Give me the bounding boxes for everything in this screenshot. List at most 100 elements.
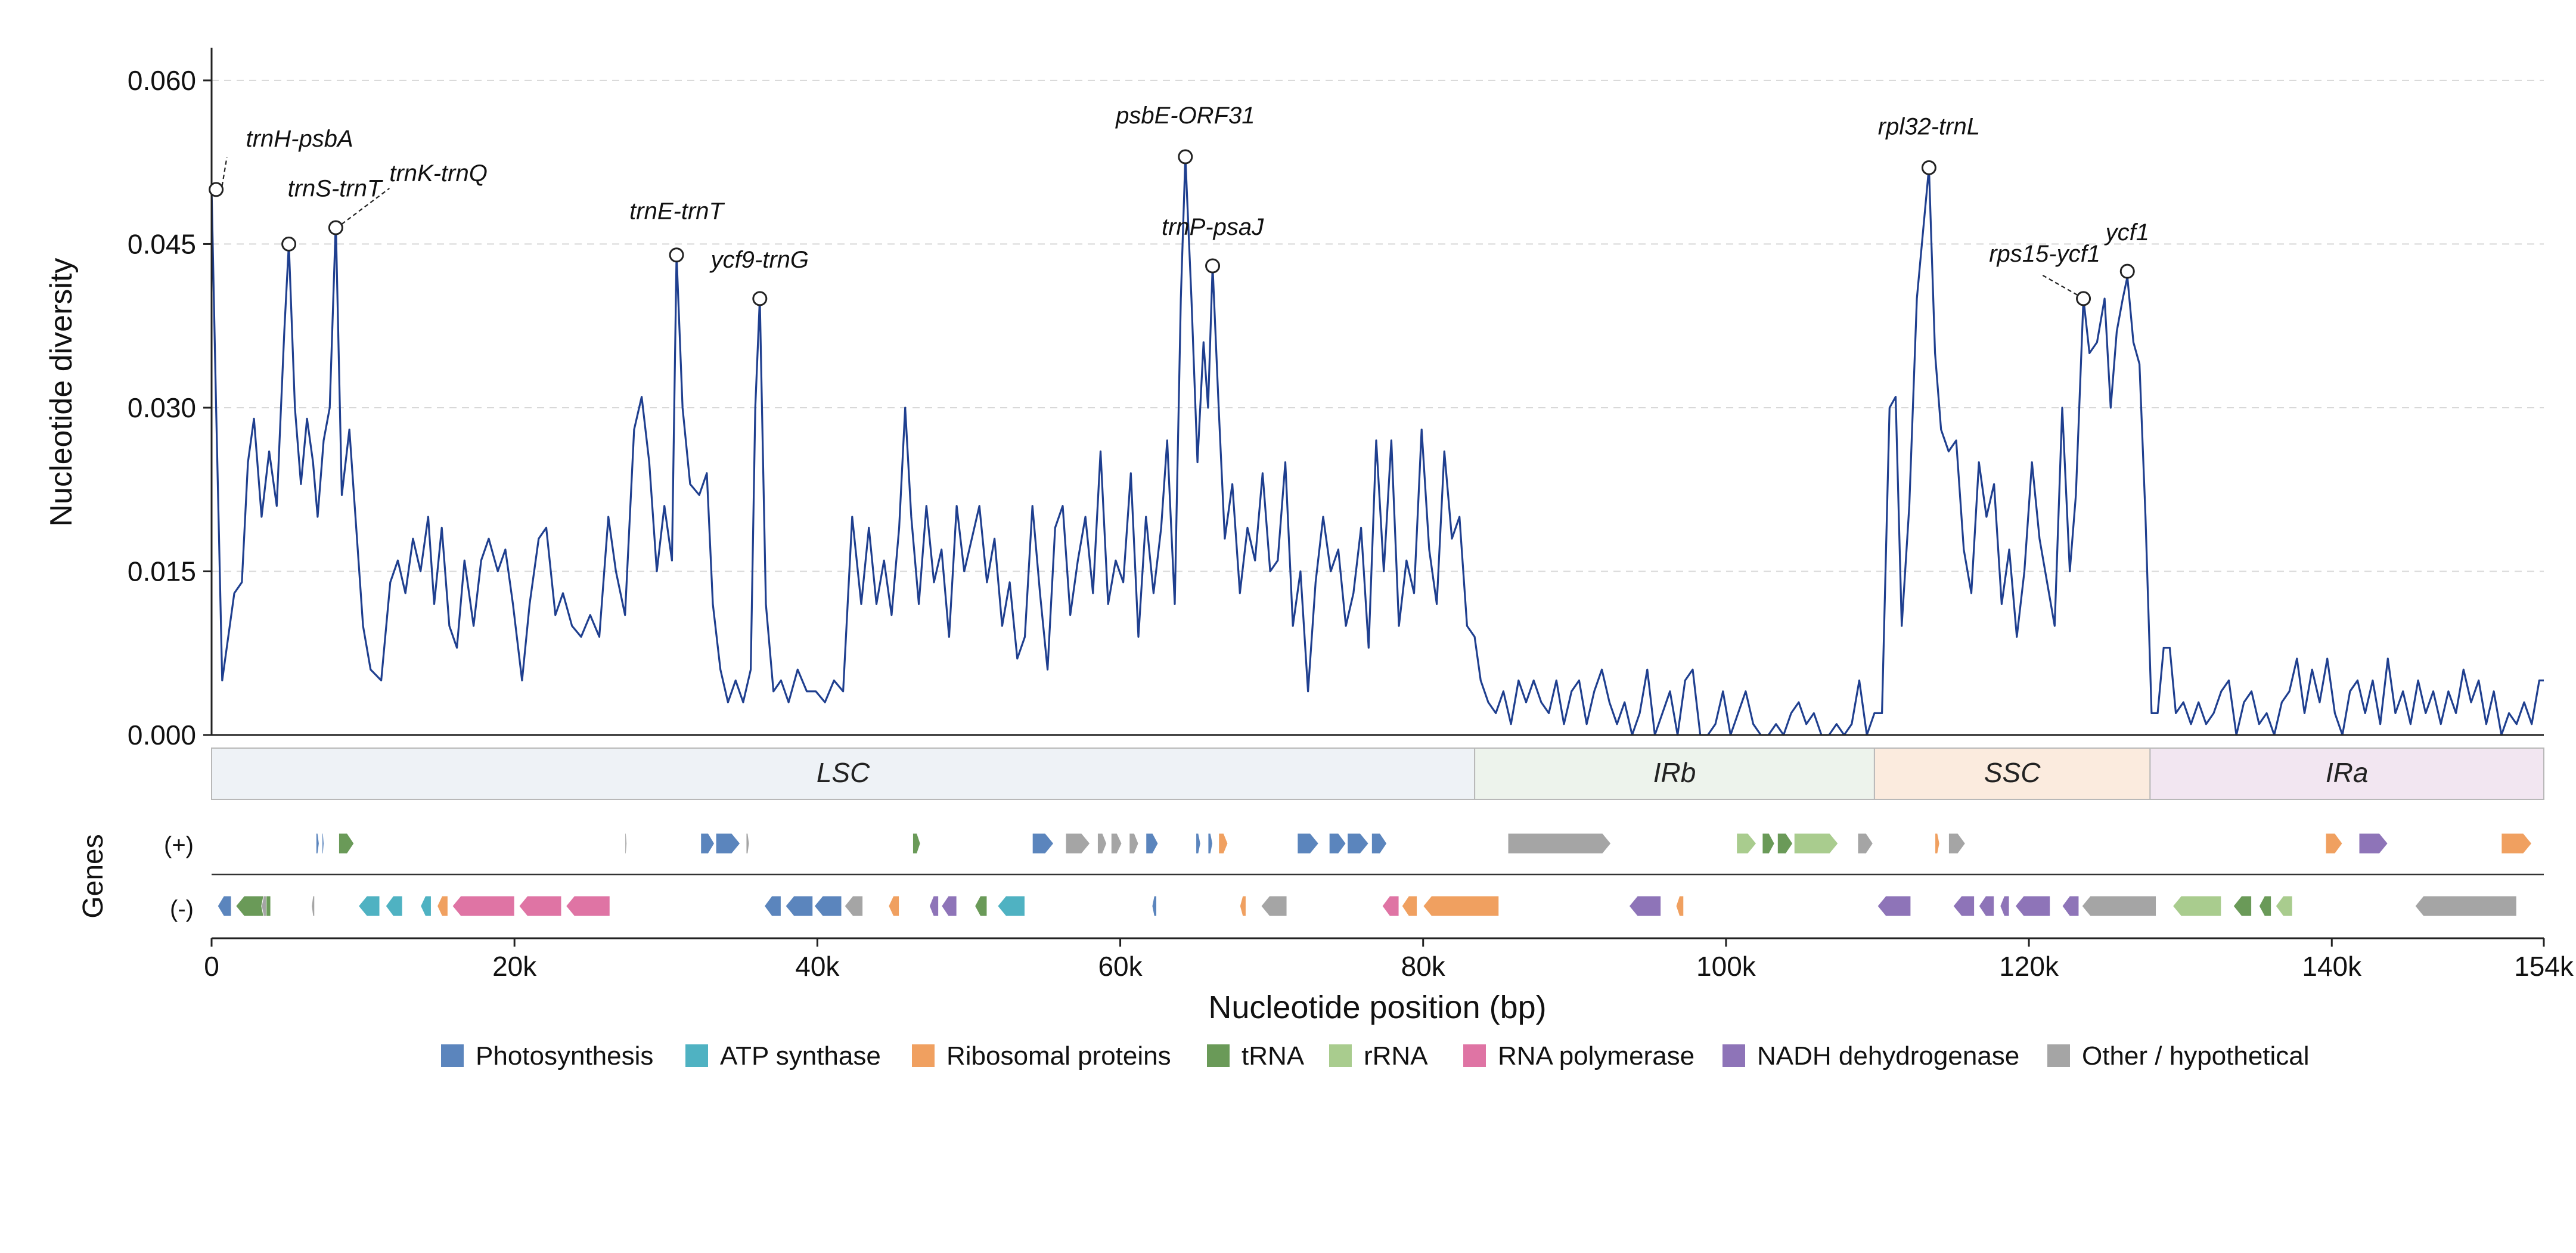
peak-label: psbE-ORF31	[1115, 103, 1255, 129]
gene-arrow	[1065, 833, 1091, 854]
gene-arrow	[1208, 833, 1213, 854]
peak-marker	[281, 236, 297, 252]
x-tick-label: 154k	[2514, 951, 2574, 982]
peak-label: rps15-ycf1	[1989, 241, 2100, 267]
gene-arrow	[519, 895, 562, 917]
gene-arrow	[1297, 833, 1320, 854]
x-tick-label: 40k	[795, 951, 840, 982]
gene-arrow	[1762, 833, 1775, 854]
peak-label: rpl32-trnL	[1878, 113, 1980, 139]
gene-arrow	[700, 833, 715, 854]
peak-leader-line	[221, 157, 228, 187]
gene-arrow	[1857, 833, 1873, 854]
y-axis-label: Nucleotide diversity	[44, 258, 79, 527]
gene-arrow	[1935, 833, 1940, 854]
gene-arrow	[1948, 833, 1966, 854]
gene-arrow	[1261, 895, 1287, 917]
gene-arrow	[1877, 895, 1911, 917]
region-label: SSC	[1984, 757, 2041, 788]
peak-label: trnE-trnT	[629, 199, 725, 225]
legend-swatch	[441, 1044, 464, 1067]
x-tick-label: 20k	[492, 951, 537, 982]
x-tick-label: 0	[204, 951, 219, 982]
gene-arrow	[1628, 895, 1662, 917]
gene-arrow	[2325, 833, 2343, 854]
peak-label: trnH-psbA	[246, 126, 353, 152]
legend-swatch	[1329, 1044, 1352, 1067]
region-block	[1873, 748, 2151, 800]
gene-arrow	[311, 895, 315, 917]
gene-arrow	[1777, 833, 1793, 854]
y-tick-label: 0.000	[128, 719, 196, 750]
gene-arrow	[358, 895, 380, 917]
gene-arrow	[1097, 833, 1107, 854]
legend: Photosynthesis ATP synthase Ribosomal prot…	[441, 1041, 2310, 1071]
gene-arrow	[2062, 895, 2080, 917]
peak-marker	[669, 247, 684, 263]
gene-arrow	[2258, 895, 2272, 917]
region-label: LSC	[817, 757, 870, 788]
legend-label: RNA polymerase	[1498, 1041, 1694, 1071]
legend-swatch	[912, 1044, 935, 1067]
gene-arrow	[261, 895, 266, 917]
gene-arrow	[1371, 833, 1388, 854]
gene-arrow	[1978, 895, 1995, 917]
genome-regions: LSC IRb SSC IRa	[211, 748, 2544, 800]
x-tick-label: 140k	[2302, 951, 2362, 982]
gene-arrow	[1196, 833, 1201, 854]
gene-arrow	[997, 895, 1025, 917]
peak-label: trnK-trnQ	[389, 160, 487, 187]
peak-label: trnS-trnT	[288, 175, 383, 201]
region-block	[1474, 748, 1875, 800]
region-label: IRa	[2326, 757, 2369, 788]
legend-label: Ribosomal proteins	[946, 1041, 1171, 1071]
gene-arrow	[1953, 895, 1975, 917]
gene-arrow	[1675, 895, 1684, 917]
legend-label: Other / hypothetical	[2082, 1041, 2310, 1071]
minus-strand-label: (-)	[170, 896, 194, 922]
legend-label: ATP synthase	[720, 1041, 881, 1071]
gene-arrow	[385, 895, 403, 917]
peak-leader-line	[2041, 274, 2078, 296]
diversity-line	[210, 156, 2544, 736]
x-axis-ticks: 0 20k 40k 60k 80k 100k 120k 140k 154k	[204, 938, 2574, 982]
x-tick-label: 100k	[1696, 951, 1756, 982]
gene-arrow	[1129, 833, 1139, 854]
gene-arrow	[1401, 895, 1418, 917]
peak-label: ycf9-trnG	[709, 247, 809, 273]
plus-strand-label: (+)	[164, 832, 194, 858]
peak-marker	[209, 182, 224, 197]
gene-arrow	[1146, 833, 1159, 854]
gene-arrow	[929, 895, 939, 917]
y-tick-label: 0.015	[128, 556, 196, 587]
gene-arrow	[746, 833, 750, 854]
gene-arrow	[2015, 895, 2051, 917]
peak-label: ycf1	[2104, 219, 2149, 246]
peak-marker	[1921, 160, 1936, 175]
x-tick-label: 120k	[1999, 951, 2059, 982]
gene-arrow	[2501, 833, 2532, 854]
gene-arrow	[321, 833, 324, 854]
y-tick-label: 0.030	[128, 392, 196, 423]
gene-arrow	[844, 895, 864, 917]
gene-arrow	[1110, 833, 1122, 854]
gene-arrow	[217, 895, 232, 917]
gene-arrow	[1239, 895, 1246, 917]
y-tick-label: 0.060	[128, 65, 196, 96]
gene-arrow	[785, 895, 814, 917]
gene-arrow	[2414, 895, 2517, 917]
gene-arrow	[1507, 833, 1612, 854]
gene-arrow	[1793, 833, 1839, 854]
gene-arrow	[1382, 895, 1399, 917]
x-tick-label: 60k	[1098, 951, 1143, 982]
peak-marker	[1205, 258, 1221, 274]
gene-arrow	[2233, 895, 2252, 917]
legend-swatch	[685, 1044, 708, 1067]
gene-arrow	[715, 833, 741, 854]
legend-label: rRNA	[1364, 1041, 1428, 1071]
x-tick-label: 80k	[1401, 951, 1446, 982]
region-block	[2149, 748, 2544, 800]
gene-arrow	[565, 895, 610, 917]
region-block	[211, 748, 1476, 800]
